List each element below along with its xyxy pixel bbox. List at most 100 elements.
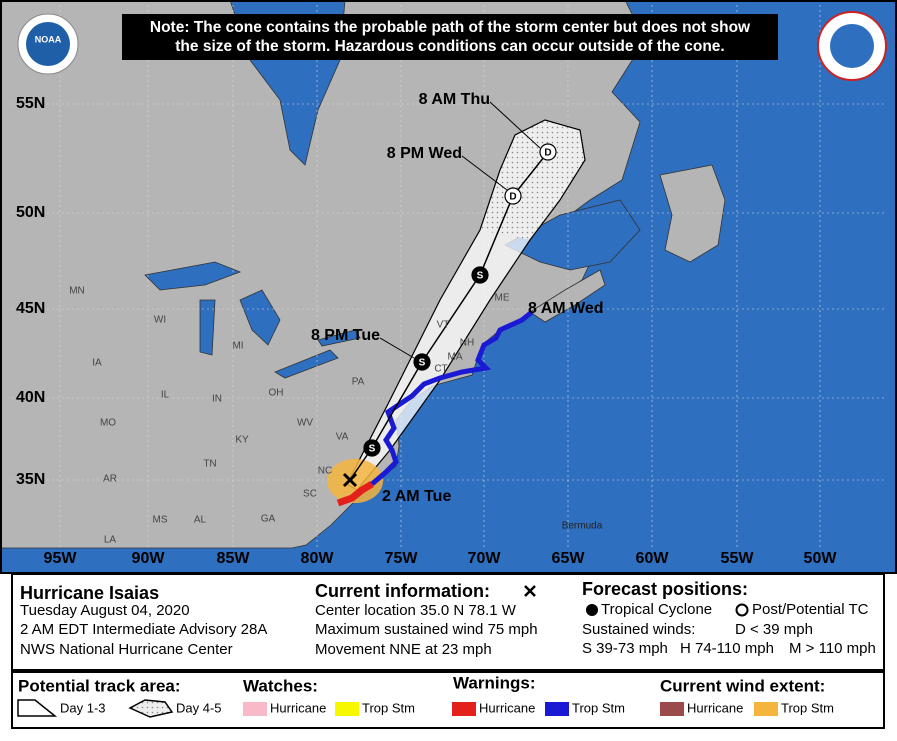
forecast-title: Forecast positions: <box>582 579 748 599</box>
state-label: WV <box>297 418 313 429</box>
forecast-time-label: 8 PM Tue <box>311 327 380 344</box>
state-label: MI <box>232 341 243 352</box>
noaa-logo-inner <box>26 22 70 66</box>
trop-stm-warning <box>370 310 534 486</box>
longitude-label: 50W <box>804 550 838 567</box>
current-icon <box>524 585 536 597</box>
longitude-label: 75W <box>385 550 419 567</box>
legend-item: Trop Stm <box>572 700 625 715</box>
storm-line: NWS National Hurricane Center <box>20 641 233 658</box>
marker-label: D <box>509 192 516 203</box>
legend-item: Hurricane <box>687 700 743 715</box>
day-4-5-icon <box>128 699 174 718</box>
state-label: MS <box>153 515 168 526</box>
state-label: GA <box>261 514 276 525</box>
current-line: Center location 35.0 N 78.1 W <box>315 602 517 619</box>
legend-item: Day 4-5 <box>176 700 222 715</box>
latitude-label: 55N <box>16 95 45 112</box>
state-label: AL <box>194 515 207 526</box>
state-label: MO <box>100 418 116 429</box>
legend-item: Trop Stm <box>781 700 834 715</box>
state-label: NH <box>460 338 474 349</box>
winds-item: M > 110 mph <box>789 640 876 657</box>
state-label: SC <box>303 489 317 500</box>
state-label: IN <box>212 394 222 405</box>
place-label: Bermuda <box>562 521 603 532</box>
gulf-st-lawrence <box>504 199 641 271</box>
longitude-label: 85W <box>217 550 251 567</box>
great-lakes <box>144 261 361 379</box>
forecast-marker <box>471 266 489 284</box>
hurricane-warning <box>336 480 374 507</box>
state-label: VT <box>437 320 450 331</box>
storm-title: Hurricane Isaias <box>20 583 159 603</box>
warning-trop-stm-swatch <box>545 702 569 716</box>
cone-day-4-5 <box>480 120 585 240</box>
state-label: TN <box>203 459 216 470</box>
graticule <box>12 0 884 548</box>
tropical-icon <box>586 604 598 616</box>
newfoundland <box>659 164 726 263</box>
forecast-time-label: 2 AM Tue <box>382 488 451 505</box>
state-label: CT <box>434 364 447 375</box>
post-icon <box>735 603 749 617</box>
state-label: WI <box>154 315 166 326</box>
wind-trop-stm-swatch <box>754 702 778 716</box>
state-label: IA <box>92 358 102 369</box>
cone-outline <box>346 119 586 491</box>
forecast-marker <box>539 143 557 161</box>
legend-title: Potential track area: <box>18 676 181 695</box>
forecast-marker <box>413 353 431 371</box>
forecast-time-label: 8 AM Wed <box>528 300 604 317</box>
legend-title: Current wind extent: <box>660 676 825 695</box>
longitude-label: 60W <box>636 550 670 567</box>
note-box <box>122 14 778 60</box>
current-line: Maximum sustained wind 75 mph <box>315 621 538 638</box>
legend-panel <box>11 671 885 729</box>
legend-title: Watches: <box>243 676 318 695</box>
forecast-time-label: 8 PM Wed <box>387 145 462 162</box>
legend-item: Hurricane <box>479 700 535 715</box>
current-title: Current information: <box>315 581 490 601</box>
winds-item: S 39-73 mph <box>582 640 668 657</box>
marker-label: D <box>544 148 551 159</box>
forecast-time-label: 8 AM Thu <box>419 91 490 108</box>
state-label: MN <box>69 286 85 297</box>
forecast-marker <box>504 187 522 205</box>
current-position <box>342 472 358 488</box>
current-line: Movement NNE at 23 mph <box>315 641 492 658</box>
winds-item: H 74-110 mph <box>680 640 774 657</box>
latitude-label: 40N <box>16 389 45 406</box>
longitude-label: 65W <box>552 550 586 567</box>
note-line: Note: The cone contains the probable pat… <box>150 19 751 36</box>
leader-line <box>461 155 508 191</box>
state-label: MA <box>448 352 463 363</box>
latitude-label: 50N <box>16 204 45 221</box>
latitude-label: 35N <box>16 471 45 488</box>
longitude-label: 55W <box>721 550 755 567</box>
noaa-text: NOAA <box>35 34 62 44</box>
storm-line: Tuesday August 04, 2020 <box>20 602 190 619</box>
state-label: KY <box>235 435 249 446</box>
longitude-label: 80W <box>301 550 335 567</box>
legend-title: Warnings: <box>453 673 535 692</box>
legend-item: Hurricane <box>270 700 326 715</box>
day-1-3-icon <box>17 699 58 717</box>
storm-line: 2 AM EDT Intermediate Advisory 28A <box>20 621 267 638</box>
leader-line <box>379 337 415 359</box>
marker-label: S <box>419 358 426 369</box>
info-panel <box>11 573 885 671</box>
winds-title: Sustained winds: <box>582 621 695 638</box>
longitude-label: 95W <box>44 550 78 567</box>
state-label: NC <box>318 466 332 477</box>
marker-label: S <box>477 271 484 282</box>
forecast-marker <box>363 439 381 457</box>
state-label: VA <box>336 432 349 443</box>
nws-logo-inner <box>830 24 874 68</box>
warning-hurricane-swatch <box>452 702 476 716</box>
state-label: OH <box>269 388 284 399</box>
state-label: PA <box>352 377 365 388</box>
forecast-tropical: Tropical Cyclone <box>601 601 712 618</box>
winds-item: D < 39 mph <box>735 621 813 638</box>
